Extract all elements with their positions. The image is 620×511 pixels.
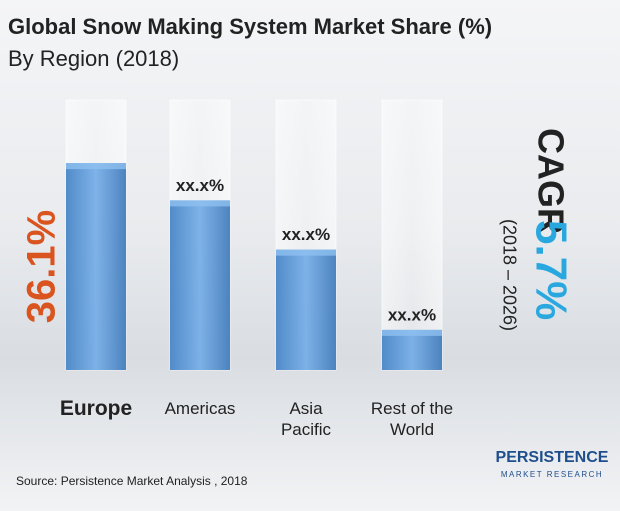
chart-subtitle: By Region (2018)	[8, 46, 179, 71]
bar	[382, 329, 442, 370]
category-label: Americas	[164, 399, 236, 418]
category-label: Asia Pacific	[280, 399, 332, 439]
category-label: Europe	[59, 397, 133, 420]
bar	[66, 163, 126, 370]
value-label: xx.x%	[282, 225, 330, 244]
value-label: xx.x%	[388, 305, 436, 324]
bar-top	[170, 200, 230, 207]
source: Source: Persistence Market Analysis , 20…	[16, 474, 248, 488]
cagr-label: CAGR	[530, 128, 571, 234]
chart-title: Global Snow Making System Market Share (…	[8, 14, 492, 39]
bar-top	[66, 163, 126, 170]
bar	[170, 200, 230, 370]
cagr-period: (2018 – 2026)	[499, 219, 519, 331]
bar-top	[382, 329, 442, 336]
value-label: xx.x%	[176, 176, 224, 195]
logo-name: PERSISTENCE	[496, 449, 609, 466]
value-label: 36.1%	[20, 210, 64, 323]
cagr-value: 5.7%	[526, 220, 575, 320]
logo-tagline: MARKET RESEARCH	[501, 470, 603, 479]
cagr-group: CAGR 5.7%	[526, 128, 575, 320]
bar	[276, 249, 336, 370]
glass-column	[381, 99, 443, 371]
category-label: Rest of the World	[370, 399, 454, 439]
bar-top	[276, 249, 336, 256]
